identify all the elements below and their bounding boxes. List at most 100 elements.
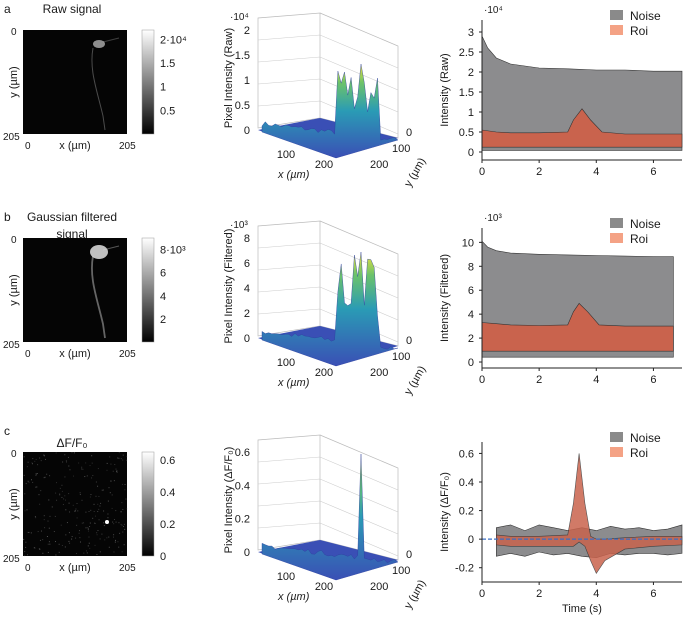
trace-y-scale: ·10⁴ [484,5,503,16]
noise-pixel [31,463,33,465]
surface-z-tick: 0.5 [235,100,250,112]
noise-pixel [60,524,62,526]
trace-y-tick-label: 8 [468,261,474,273]
neuron-dendrite [91,47,106,131]
panel-title: ΔF/F₀ [57,436,88,450]
noise-pixel [72,504,74,506]
noise-pixel [87,530,89,532]
noise-pixel [117,541,119,543]
neuron-branch [102,37,120,43]
noise-pixel [92,517,94,519]
trace-x-tick-label: 2 [536,166,542,178]
noise-pixel [123,544,125,546]
noise-pixel [76,503,78,505]
noise-pixel [126,508,128,510]
noise-pixel [91,477,93,479]
surface-z-tick: 0.4 [235,480,250,492]
noise-pixel [85,550,87,552]
noise-pixel [36,473,38,475]
trace-y-tick-label: 0.2 [459,506,474,518]
noise-pixel [113,534,115,536]
noise-pixel [118,452,120,454]
noise-pixel [83,522,85,524]
noise-pixel [43,454,45,456]
noise-pixel [106,462,108,464]
noise-pixel [27,554,29,556]
roi-area [481,302,674,352]
noise-pixel [69,542,71,544]
trace-x-tick-label: 4 [593,588,599,600]
trace-y-tick-label: 0.6 [459,448,474,460]
noise-pixel [108,536,110,538]
noise-pixel [86,552,88,554]
noise-pixel [55,554,57,556]
surface-z-label: Pixel Intensity (Filtered) [223,229,235,344]
noise-pixel [64,476,66,478]
noise-pixel [78,462,80,464]
noise-pixel [97,503,99,505]
surface-y-tick: 100 [392,351,410,363]
surface-gridline [257,522,399,557]
surface-y-tick: 200 [370,367,388,379]
noise-pixel [116,469,118,471]
noise-pixel [69,469,71,471]
trace-y-tick-label: 10 [462,237,474,249]
surface-x-tick: 100 [277,149,295,161]
noise-pixel [94,522,96,524]
noise-pixel [113,480,115,482]
noise-pixel [115,468,117,470]
trace-x-tick-label: 0 [479,374,485,386]
noise-pixel [89,496,91,498]
image-y-tick: 205 [3,132,20,143]
surface-x-tick: 100 [277,357,295,369]
surface-z-tick: 1.5 [235,50,250,62]
surface-wall-left [257,220,321,337]
noise-pixel [40,490,42,492]
noise-pixel [51,506,53,508]
trace-y-tick-label: 1 [468,107,474,119]
noise-pixel [118,522,120,524]
noise-pixel [23,456,25,458]
noise-pixel [61,545,63,547]
noise-pixel [47,551,49,553]
trace-y-tick-label: -0.2 [455,563,474,575]
legend-label-roi: Roi [630,232,648,246]
noise-pixel [113,518,115,520]
noise-pixel [23,474,25,476]
noise-pixel [31,462,33,464]
noise-pixel [107,513,109,515]
image-y-tick: 205 [3,554,20,565]
image-x-tick: 0 [25,349,31,360]
trace-y-tick-label: 3 [468,27,474,39]
noise-pixel [91,462,93,464]
noise-pixel [103,522,105,524]
noise-pixel [24,555,26,557]
noise-pixel [110,480,112,482]
surface-z-label: Pixel Intensity (ΔF/F₀) [223,447,235,554]
noise-pixel [75,508,77,510]
noise-pixel [120,511,122,513]
legend-label-roi: Roi [630,446,648,460]
noise-pixel [122,459,124,461]
trace-y-scale: ·10³ [484,213,502,224]
noise-pixel [69,511,71,513]
micrograph-image [23,452,127,556]
noise-pixel [120,523,122,525]
noise-pixel [74,511,76,513]
micrograph-image [23,238,127,342]
noise-pixel [95,481,97,483]
noise-pixel [116,471,118,473]
panel-title: signal [56,227,87,241]
panel-title: Gaussian filtered [27,210,117,224]
noise-pixel [34,460,36,462]
noise-pixel [49,475,51,477]
surface-z-tick: 8 [244,233,250,245]
noise-pixel [126,455,128,457]
noise-pixel [115,521,117,523]
noise-pixel [56,499,58,501]
noise-pixel [43,455,45,457]
noise-pixel [26,466,28,468]
noise-pixel [55,452,57,454]
noise-pixel [73,452,75,454]
noise-pixel [42,539,44,541]
